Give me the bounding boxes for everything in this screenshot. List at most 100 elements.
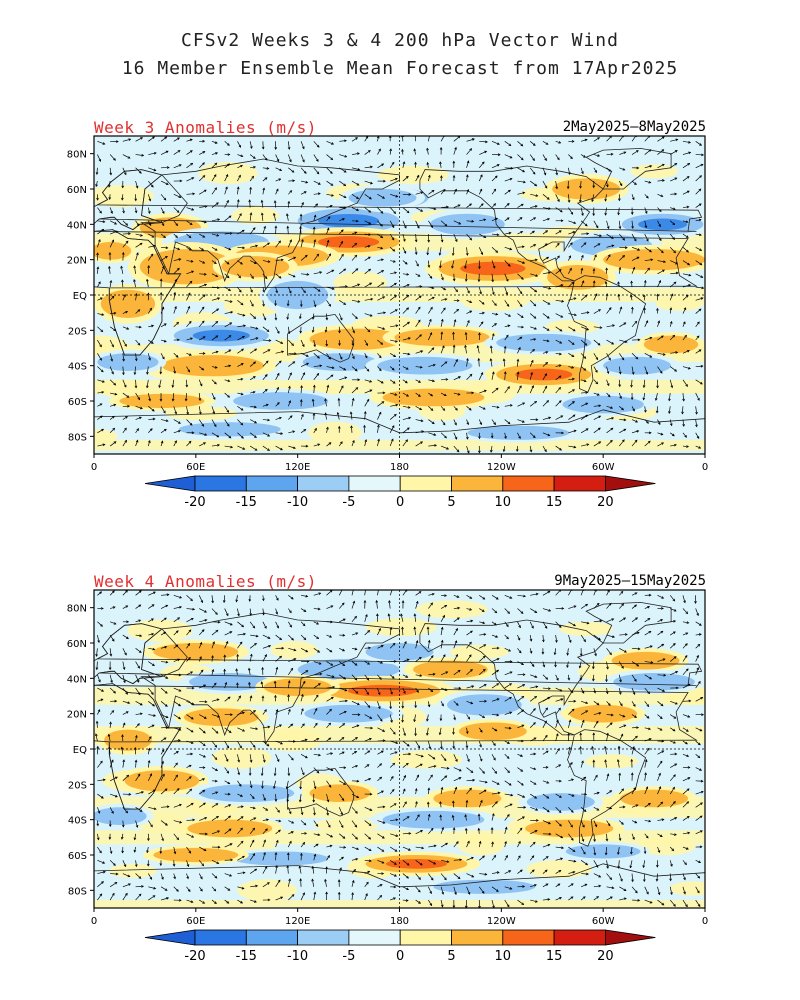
colorbar-segment bbox=[451, 929, 504, 946]
wind-vector bbox=[262, 754, 266, 763]
wind-vector bbox=[453, 419, 457, 426]
anomaly-patch bbox=[630, 164, 678, 179]
wind-vector bbox=[555, 687, 563, 692]
wind-vector bbox=[339, 687, 348, 692]
wind-vector bbox=[389, 295, 397, 301]
wind-vector bbox=[275, 595, 279, 601]
wind-vector bbox=[288, 621, 292, 628]
wind-vector bbox=[326, 780, 332, 788]
wind-vector bbox=[275, 167, 283, 172]
lon-tick-label: 60E bbox=[186, 462, 205, 473]
wind-vector bbox=[313, 339, 317, 348]
anomaly-core bbox=[385, 858, 448, 869]
wind-vector bbox=[542, 734, 548, 742]
wind-vector bbox=[568, 389, 576, 394]
wind-vector bbox=[237, 406, 244, 411]
wind-vector bbox=[120, 746, 124, 755]
wind-vector bbox=[682, 321, 686, 327]
wind-vector bbox=[402, 220, 407, 229]
wind-vector bbox=[288, 179, 296, 183]
wind-vector bbox=[146, 860, 150, 867]
wind-vector bbox=[413, 613, 417, 622]
wind-vector bbox=[682, 445, 690, 448]
wind-vector bbox=[249, 695, 253, 702]
wind-vector bbox=[451, 247, 455, 256]
wind-vector bbox=[631, 220, 634, 229]
lat-tick-label: 40S bbox=[68, 362, 87, 373]
wind-vector bbox=[389, 353, 397, 357]
wind-vector bbox=[644, 180, 652, 184]
wind-vector bbox=[440, 654, 446, 662]
wind-vector bbox=[160, 265, 165, 274]
wind-vector bbox=[375, 613, 379, 622]
wind-vector bbox=[453, 299, 460, 302]
wind-vector bbox=[364, 245, 371, 248]
wind-vector bbox=[695, 203, 702, 208]
wind-vector bbox=[287, 385, 291, 394]
wind-vector bbox=[402, 273, 410, 276]
colorbar-segment bbox=[348, 929, 401, 946]
wind-vector bbox=[453, 786, 458, 795]
wind-vector bbox=[135, 309, 141, 314]
wind-vector bbox=[224, 445, 234, 449]
wind-vector bbox=[288, 840, 292, 848]
wind-vector bbox=[606, 713, 614, 717]
wind-vector bbox=[606, 790, 613, 795]
wind-vector bbox=[478, 840, 482, 848]
wind-vector bbox=[237, 816, 244, 821]
wind-vector bbox=[275, 807, 280, 813]
wind-vector bbox=[580, 719, 585, 728]
wind-vector bbox=[530, 899, 538, 903]
wind-vector bbox=[122, 353, 125, 362]
wind-vector bbox=[593, 712, 602, 715]
wind-vector bbox=[593, 602, 600, 609]
wind-vector bbox=[604, 194, 607, 202]
wind-vector bbox=[695, 218, 702, 222]
wind-vector bbox=[148, 714, 157, 717]
wind-vector bbox=[272, 212, 276, 221]
wind-vector bbox=[631, 419, 639, 423]
wind-vector bbox=[695, 815, 703, 821]
wind-vector bbox=[377, 258, 384, 262]
wind-vector bbox=[286, 794, 290, 803]
wind-vector bbox=[670, 714, 677, 719]
wind-vector bbox=[145, 278, 149, 288]
wind-vector bbox=[199, 899, 206, 904]
wind-vector bbox=[250, 405, 257, 409]
wind-vector bbox=[555, 870, 562, 874]
wind-vector bbox=[426, 801, 430, 808]
wind-vector bbox=[542, 661, 546, 668]
wind-vector bbox=[326, 253, 331, 261]
wind-vector bbox=[464, 827, 468, 834]
wind-vector bbox=[657, 366, 663, 374]
wind-vector bbox=[313, 607, 321, 611]
anomaly-core bbox=[643, 335, 699, 354]
wind-vector bbox=[198, 727, 206, 734]
wind-vector bbox=[199, 766, 206, 769]
wind-vector bbox=[427, 234, 431, 243]
wind-vector bbox=[351, 661, 358, 666]
wind-vector bbox=[593, 220, 599, 229]
wind-vector bbox=[555, 634, 558, 643]
wind-vector bbox=[695, 740, 701, 746]
wind-vector bbox=[542, 385, 548, 394]
colorbar-label: 5 bbox=[447, 949, 455, 964]
wind-vector bbox=[593, 339, 601, 346]
wind-vector bbox=[606, 701, 611, 706]
wind-vector bbox=[426, 247, 430, 256]
wind-vector bbox=[529, 141, 536, 146]
wind-vector bbox=[237, 899, 244, 904]
wind-vector bbox=[313, 372, 320, 381]
wind-vector bbox=[670, 608, 677, 612]
wind-vector bbox=[440, 826, 444, 834]
wind-vector bbox=[339, 167, 347, 173]
wind-vector bbox=[338, 353, 343, 360]
wind-vector bbox=[275, 188, 279, 195]
wind-vector bbox=[313, 891, 317, 901]
wind-vector bbox=[173, 137, 180, 142]
panel1-label: Week 3 Anomalies (m/s) bbox=[94, 118, 317, 137]
wind-vector bbox=[657, 714, 663, 719]
wind-vector bbox=[186, 802, 194, 808]
wind-vector bbox=[415, 774, 420, 781]
